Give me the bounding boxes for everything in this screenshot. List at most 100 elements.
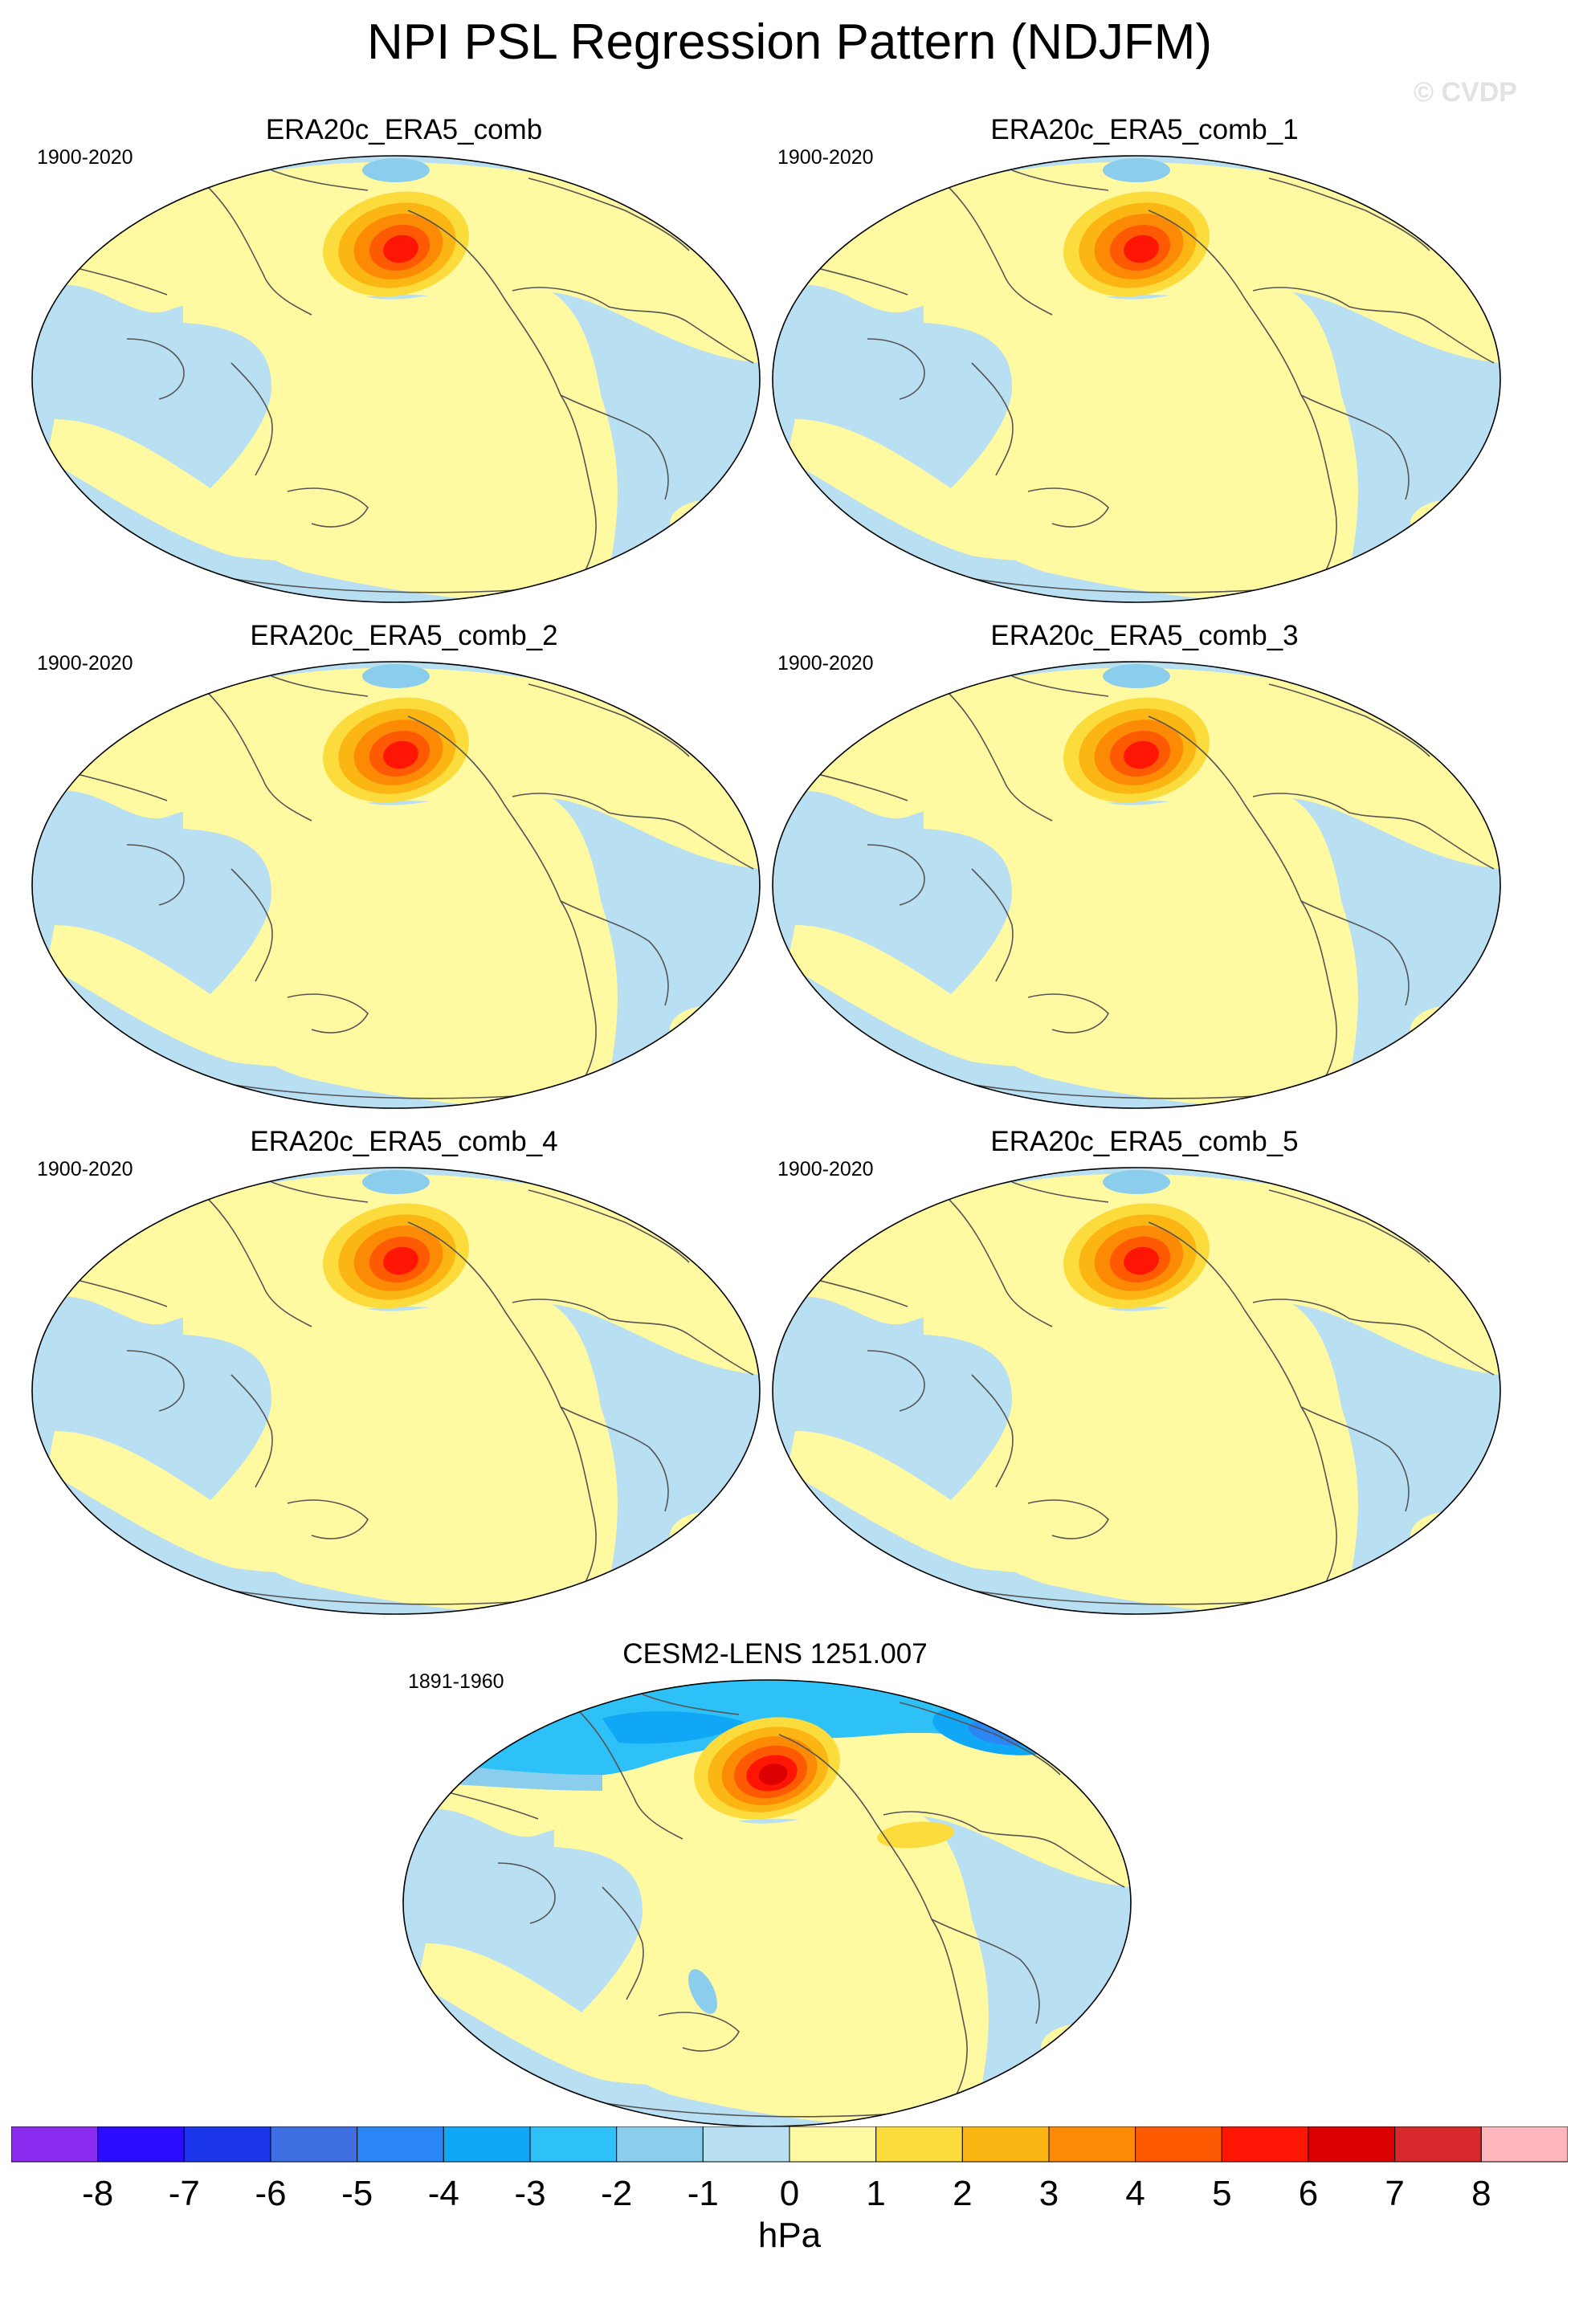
- coastline: [899, 1702, 1061, 1776]
- coastline: [931, 1918, 1040, 2024]
- colorbar-swatch: [961, 2126, 1050, 2163]
- coastline: [271, 675, 369, 697]
- colorbar-swatch: [1221, 2126, 1309, 2163]
- positive-anomaly-contour: [1124, 1246, 1159, 1275]
- colorbar-swatch: [1048, 2126, 1136, 2163]
- coastline: [1011, 675, 1109, 697]
- coastline: [1252, 1299, 1495, 1376]
- colorbar-tick-label: 0: [780, 2174, 799, 2213]
- coastline: [70, 772, 168, 801]
- coastline: [971, 362, 1014, 476]
- positive-anomaly-region: [1068, 889, 1165, 961]
- colorbar-swatch: [97, 2126, 185, 2163]
- map-canvas: [31, 661, 761, 1109]
- colorbar-tick-label: 1: [866, 2174, 885, 2213]
- coastline: [271, 169, 369, 191]
- colorbar-unit-label: hPa: [758, 2216, 822, 2255]
- coastline: [528, 177, 690, 251]
- map-canvas: [772, 155, 1501, 603]
- map-panel: CESM2-LENS 1251.007 1891-1960: [402, 1637, 1149, 2134]
- map-border: [31, 155, 761, 603]
- positive-anomaly-region: [47, 925, 384, 1067]
- coastline: [287, 993, 369, 1034]
- coastline: [560, 394, 669, 500]
- positive-anomaly-region: [1410, 499, 1494, 548]
- map-canvas: [31, 155, 761, 603]
- coastline: [287, 1499, 369, 1539]
- positive-anomaly-region: [47, 419, 384, 561]
- positive-anomaly-region: [787, 1431, 1124, 1573]
- colorbar-tick-label: -2: [601, 2174, 632, 2213]
- coastline: [231, 868, 273, 982]
- positive-anomaly-contour: [383, 234, 418, 263]
- coastline: [602, 1886, 644, 2000]
- negative-anomaly-contour: [362, 664, 430, 688]
- panel-title: ERA20c_ERA5_comb_4: [250, 1126, 558, 1157]
- coastline: [778, 1734, 968, 2097]
- coastline: [658, 2012, 740, 2052]
- coastline: [528, 683, 690, 757]
- negative-anomaly-contour: [362, 1170, 430, 1194]
- positive-anomaly-region: [1410, 1511, 1494, 1560]
- panel-period: 1900-2020: [777, 652, 874, 675]
- colorbar-swatch: [702, 2126, 790, 2163]
- colorbar-swatch: [1394, 2126, 1482, 2163]
- positive-anomaly-region: [418, 1943, 755, 2085]
- colorbar-tick-label: 8: [1471, 2174, 1491, 2213]
- coastline: [206, 186, 312, 316]
- colorbar-tick-label: -8: [82, 2174, 113, 2213]
- colorbar-tick-label: -7: [169, 2174, 200, 2213]
- map-panel: ERA20c_ERA5_comb_2 1900-2020: [31, 618, 777, 1116]
- colorbar-swatch: [875, 2126, 963, 2163]
- coastline: [971, 868, 1014, 982]
- panel-title: ERA20c_ERA5_comb_2: [250, 620, 558, 651]
- map-panel: ERA20c_ERA5_comb_5 1900-2020: [771, 1124, 1518, 1622]
- map-border: [772, 155, 1501, 603]
- panel-period: 1900-2020: [37, 146, 133, 169]
- coastline: [206, 691, 312, 822]
- map-panel: ERA20c_ERA5_comb_1 1900-2020: [771, 112, 1518, 610]
- positive-anomaly-region: [787, 925, 1124, 1067]
- coastline: [1027, 993, 1109, 1034]
- coastline: [287, 487, 369, 528]
- map-panel: ERA20c_ERA5_comb 1900-2020: [31, 112, 777, 610]
- coastline: [560, 1406, 669, 1512]
- colorbar-tick-label: 6: [1299, 2174, 1318, 2213]
- coastline: [947, 1197, 1053, 1327]
- map-border: [772, 1167, 1501, 1615]
- colorbar-tick-label: 5: [1212, 2174, 1231, 2213]
- map-border: [31, 1167, 761, 1615]
- coastline: [126, 1350, 185, 1412]
- coastline: [126, 338, 185, 400]
- positive-anomaly-region: [328, 383, 424, 455]
- positive-anomaly-contour: [383, 1246, 418, 1275]
- coastline: [810, 1278, 908, 1307]
- colorbar-swatch: [1308, 2126, 1396, 2163]
- panel-title: ERA20c_ERA5_comb_1: [990, 114, 1299, 145]
- coastline: [867, 844, 925, 906]
- negative-anomaly-contour: [602, 1710, 747, 1744]
- coastline: [70, 1278, 168, 1307]
- colorbar-swatch: [529, 2126, 618, 2163]
- coastline: [231, 362, 273, 476]
- colorbar-tick-label: 7: [1385, 2174, 1404, 2213]
- colorbar-tick-label: 4: [1125, 2174, 1144, 2213]
- colorbar: -8 -7 -6 -5 -4 -3 -2 -1 0 1 2 3 4 5 6 7 8 hPa: [11, 2126, 1568, 2255]
- map-canvas: [402, 1679, 1132, 2127]
- positive-anomaly-region: [328, 889, 424, 961]
- colorbar-swatch: [1480, 2126, 1568, 2163]
- colorbar-swatch: [357, 2126, 444, 2163]
- positive-anomaly-region: [670, 499, 753, 548]
- panel-title: CESM2-LENS 1251.007: [622, 1638, 928, 1670]
- positive-anomaly-contour: [758, 1763, 788, 1785]
- positive-anomaly-region: [699, 1907, 795, 1979]
- positive-anomaly-region: [47, 1431, 384, 1573]
- positive-anomaly-region: [1068, 383, 1165, 455]
- coastline: [810, 772, 908, 801]
- positive-anomaly-region: [670, 1005, 753, 1054]
- coastline: [271, 1181, 369, 1203]
- colorbar-swatch: [11, 2126, 99, 2163]
- coastline: [1268, 1189, 1430, 1263]
- coastline: [528, 1189, 690, 1263]
- colorbar-swatch: [183, 2126, 271, 2163]
